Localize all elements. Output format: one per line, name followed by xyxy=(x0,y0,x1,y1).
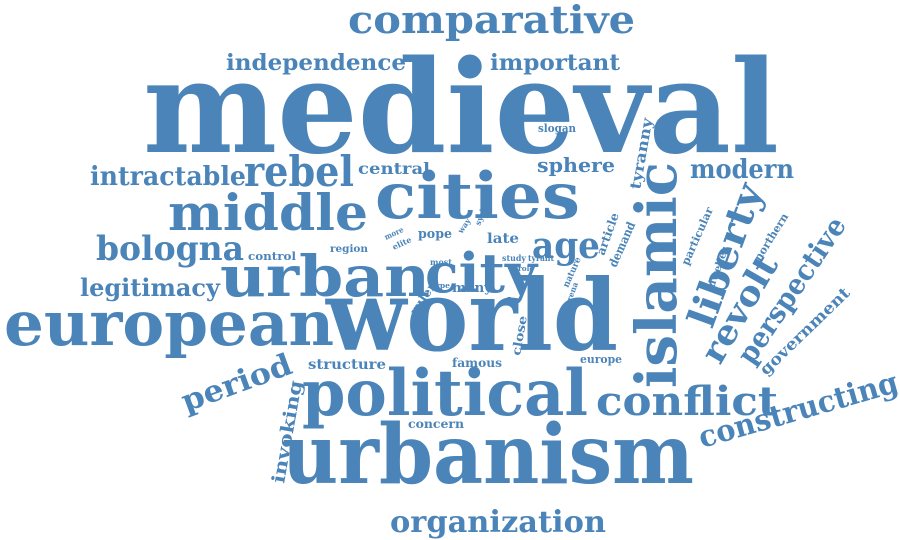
word-medieval: medieval xyxy=(143,33,779,183)
word-late: late xyxy=(487,231,519,247)
word-conflict: conflict xyxy=(596,378,779,425)
word-bologna: bologna xyxy=(96,229,244,269)
word-region: region xyxy=(330,244,369,255)
word-islamic: islamic xyxy=(624,162,690,388)
word-europe: europe xyxy=(580,353,622,366)
word-organization: organization xyxy=(390,505,606,540)
word-european: european xyxy=(4,287,334,360)
word-role: role xyxy=(518,264,535,273)
word-legitimacy: legitimacy xyxy=(80,273,221,302)
word-many: many xyxy=(452,281,492,296)
word-comparative: comparative xyxy=(348,0,635,42)
word-structure: structure xyxy=(308,357,386,373)
word-middle: middle xyxy=(168,183,368,242)
word-independence: independence xyxy=(226,50,406,76)
word-most: most xyxy=(430,257,452,267)
word-control: control xyxy=(248,250,296,263)
word-concern: concern xyxy=(408,417,464,431)
word-important: important xyxy=(490,50,621,76)
word-close: close xyxy=(509,314,530,356)
word-urban: urban xyxy=(220,244,430,310)
word-tyrant: tyrant xyxy=(528,253,554,263)
word-intractable: intractable xyxy=(90,162,246,192)
word-pope: pope xyxy=(418,227,452,242)
word-urbanism: urbanism xyxy=(282,407,694,503)
word-political: political xyxy=(302,356,588,431)
word-cities: cities xyxy=(375,159,580,234)
word-world: world xyxy=(325,259,618,374)
word-age: age xyxy=(532,225,600,267)
word-modern: modern xyxy=(690,155,794,185)
word-rebel: rebel xyxy=(244,147,354,196)
word-study: study xyxy=(502,253,526,263)
word-sphere: sphere xyxy=(537,153,615,177)
word-slogan: slogan xyxy=(538,122,576,135)
word-city: city xyxy=(425,241,539,305)
word-type: type xyxy=(432,281,451,290)
word-famous: famous xyxy=(452,356,502,370)
word-central: central xyxy=(358,159,430,178)
